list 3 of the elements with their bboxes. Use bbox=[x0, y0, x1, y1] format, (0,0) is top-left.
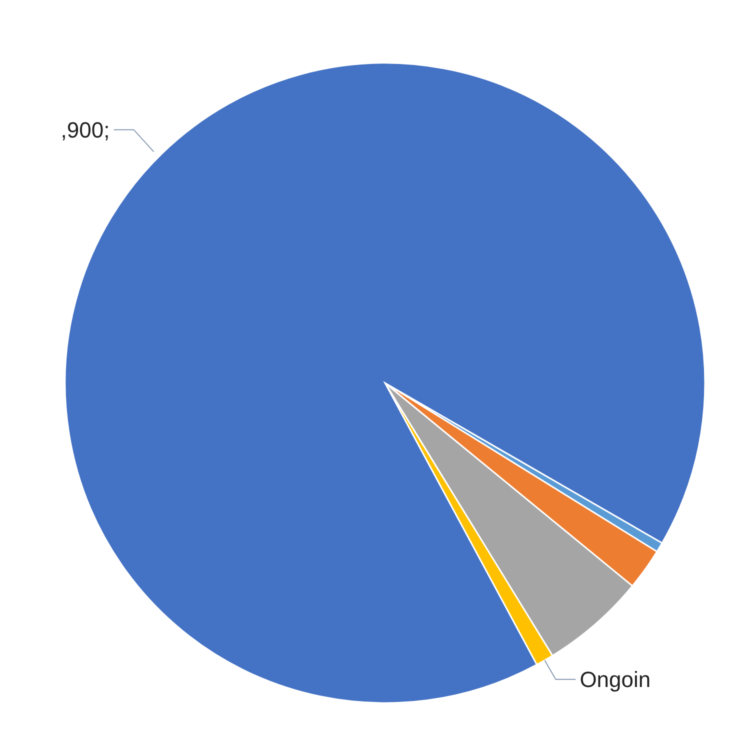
text: ,900; bbox=[60, 117, 110, 142]
slice-label: Ongoin bbox=[580, 667, 651, 692]
pie-slice bbox=[64, 62, 706, 704]
